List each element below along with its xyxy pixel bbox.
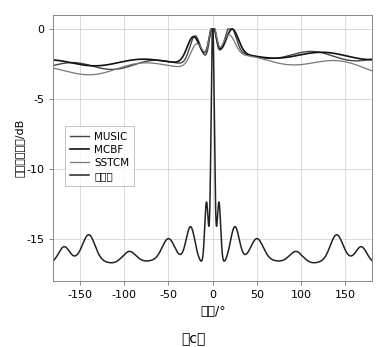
SSTCM — [297, 62, 302, 67]
Line: 本发明: 本发明 — [53, 29, 372, 263]
SSTCM — [51, 66, 56, 70]
X-axis label: 方位/°: 方位/° — [200, 305, 226, 318]
Text: （c）: （c） — [182, 332, 205, 347]
SSTCM — [89, 73, 94, 77]
MUSIC — [89, 64, 94, 68]
MCBF — [150, 58, 155, 62]
本发明 — [71, 254, 76, 258]
MUSIC — [297, 51, 302, 55]
Legend: MUSIC, MCBF, SSTCM, 本发明: MUSIC, MCBF, SSTCM, 本发明 — [65, 126, 135, 186]
Line: SSTCM: SSTCM — [53, 29, 372, 75]
SSTCM — [271, 60, 276, 64]
MCBF — [209, 27, 213, 31]
MUSIC — [51, 64, 56, 68]
本发明 — [210, 27, 215, 31]
本发明 — [370, 259, 374, 263]
MUSIC — [110, 67, 114, 71]
Line: MUSIC: MUSIC — [53, 29, 372, 69]
MUSIC — [370, 57, 374, 61]
本发明 — [89, 235, 94, 239]
本发明 — [89, 236, 94, 240]
Line: MCBF: MCBF — [53, 29, 372, 66]
MUSIC — [209, 27, 213, 31]
MCBF — [271, 56, 276, 60]
本发明 — [271, 258, 276, 262]
本发明 — [51, 259, 56, 263]
MUSIC — [271, 56, 276, 60]
MCBF — [92, 64, 97, 68]
SSTCM — [208, 27, 213, 31]
本发明 — [150, 258, 155, 262]
MUSIC — [89, 64, 94, 68]
MCBF — [71, 61, 76, 65]
本发明 — [109, 261, 114, 265]
MCBF — [370, 58, 374, 62]
MUSIC — [71, 60, 76, 65]
MCBF — [89, 64, 94, 68]
本发明 — [297, 251, 302, 255]
SSTCM — [86, 73, 91, 77]
Y-axis label: 归一化空间谱/dB: 归一化空间谱/dB — [15, 119, 25, 177]
MCBF — [51, 58, 56, 62]
SSTCM — [370, 69, 374, 73]
SSTCM — [150, 61, 155, 65]
MCBF — [89, 64, 94, 68]
MUSIC — [150, 58, 155, 62]
MCBF — [297, 53, 302, 57]
SSTCM — [71, 71, 76, 75]
SSTCM — [89, 73, 94, 77]
